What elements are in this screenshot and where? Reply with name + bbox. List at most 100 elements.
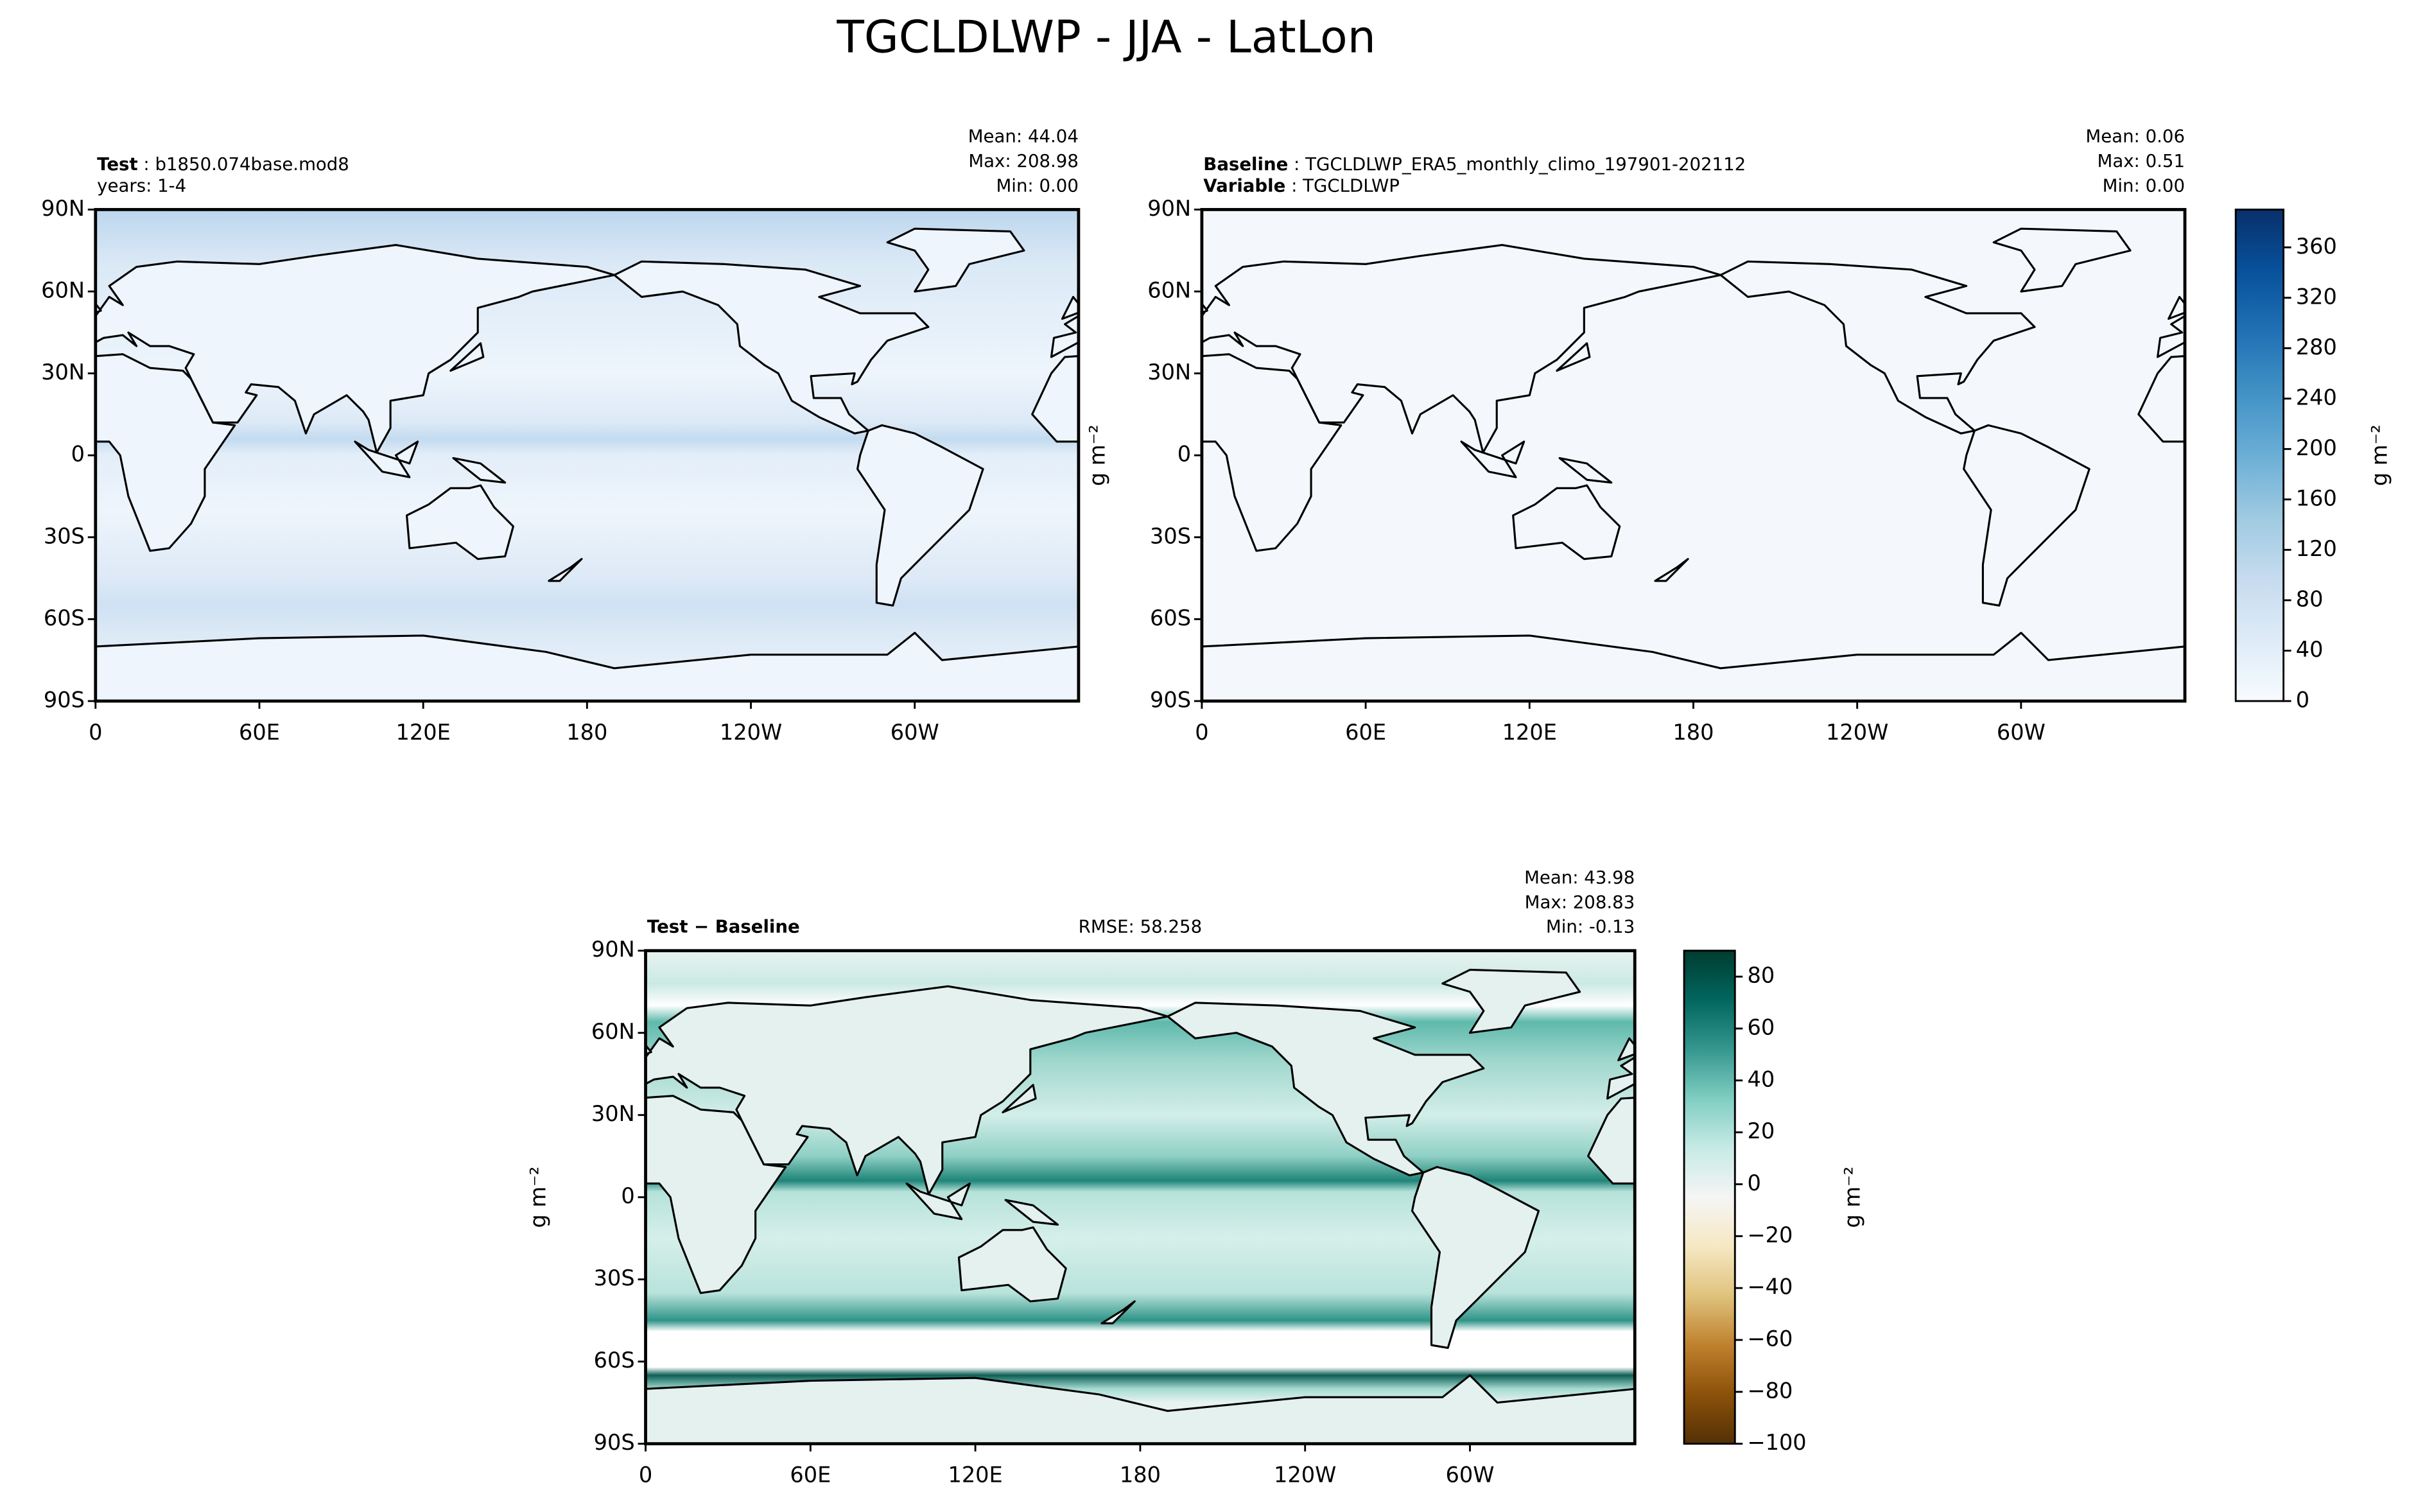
coastline bbox=[95, 244, 616, 454]
coastline bbox=[1201, 353, 1343, 552]
coastline bbox=[1050, 314, 1079, 358]
y-tick-label: 30S bbox=[1150, 523, 1191, 548]
panel-header: years: 1-4 bbox=[97, 175, 186, 196]
y-tick-label: 90S bbox=[1150, 687, 1191, 712]
panel-stat: Min: 0.00 bbox=[996, 175, 1079, 196]
coastline bbox=[449, 342, 485, 372]
x-tick-label: 120E bbox=[1502, 720, 1557, 745]
axes-frame bbox=[94, 207, 1081, 703]
x-tick-label: 0 bbox=[639, 1463, 652, 1488]
colorbar-tick-label: 320 bbox=[2296, 284, 2337, 309]
x-tick-label: 120W bbox=[1274, 1463, 1336, 1488]
colorbar-tick-label: −100 bbox=[1747, 1430, 1806, 1455]
y-axis-label: g m⁻² bbox=[525, 1167, 550, 1228]
coastline bbox=[1411, 1166, 1540, 1349]
header-part: Test bbox=[97, 153, 137, 175]
colorbar-tick-label: −40 bbox=[1747, 1274, 1793, 1299]
coastline bbox=[354, 440, 419, 478]
colorbar-tick-label: 60 bbox=[1747, 1014, 1775, 1039]
colorbar bbox=[1683, 950, 1736, 1445]
coastline bbox=[1995, 1200, 2047, 1224]
x-tick-label: 120W bbox=[720, 720, 782, 745]
header-part: Baseline bbox=[1203, 153, 1288, 175]
coastline bbox=[645, 1095, 787, 1294]
header-part: Test − Baseline bbox=[647, 916, 800, 937]
coastline bbox=[1896, 1183, 1959, 1219]
colorbar bbox=[2234, 208, 2285, 702]
y-tick-label: 30N bbox=[591, 1101, 635, 1126]
x-tick-label: 120W bbox=[1826, 720, 1888, 745]
colorbar-tick-label: 0 bbox=[2296, 687, 2309, 712]
y-tick-label: 30N bbox=[1147, 360, 1191, 385]
x-tick-label: 60E bbox=[1345, 720, 1386, 745]
y-tick-label: 0 bbox=[621, 1183, 634, 1208]
coastline bbox=[1460, 440, 1525, 478]
x-tick-label: 180 bbox=[1673, 720, 1714, 745]
map-panel: 0 60E 120E 180 120W 60W 90S 60S 30S 0 30N 60N 90N Tes… bbox=[525, 867, 2416, 1488]
panel-rmse: RMSE: 58.258 bbox=[1079, 916, 1202, 937]
colorbar-tick-label: 360 bbox=[2296, 234, 2337, 259]
panel-stat: Min: -0.13 bbox=[1546, 916, 1635, 937]
x-tick-label: 60W bbox=[891, 720, 939, 745]
y-tick-label: 30N bbox=[41, 360, 85, 385]
panel-stat: Max: 208.98 bbox=[968, 150, 1079, 171]
colorbar-tick-label: 40 bbox=[1747, 1066, 1775, 1091]
coastline bbox=[1512, 484, 1621, 560]
coastline bbox=[1100, 1300, 1136, 1325]
x-tick-label: 120E bbox=[948, 1463, 1002, 1488]
y-tick-label: 90N bbox=[1147, 196, 1191, 221]
coastline bbox=[645, 985, 1169, 1195]
coastline bbox=[1004, 1199, 1059, 1226]
colorbar-label: g m⁻² bbox=[1840, 1167, 1865, 1228]
colorbar-tick-label: 0 bbox=[1747, 1170, 1760, 1195]
coastline bbox=[957, 1226, 1067, 1303]
header-part: years: 1-4 bbox=[97, 175, 186, 196]
header-part: : b1850.074base.mod8 bbox=[138, 153, 349, 175]
coastline bbox=[905, 1182, 971, 1221]
colorbar-tick-label: 80 bbox=[2296, 586, 2324, 611]
coastline bbox=[1441, 968, 1581, 1034]
coastline bbox=[406, 484, 514, 560]
colorbar-tick-label: 160 bbox=[2296, 485, 2337, 510]
coastline bbox=[1617, 1037, 1635, 1061]
y-tick-label: 60N bbox=[1147, 277, 1191, 302]
coastline bbox=[1948, 1228, 2055, 1301]
coastline bbox=[886, 227, 1025, 293]
coastlines bbox=[645, 968, 2416, 1444]
y-tick-label: 60N bbox=[41, 277, 85, 302]
figure-title: TGCLDLWP - JJA - LatLon bbox=[836, 11, 1375, 63]
coastline bbox=[613, 260, 930, 435]
y-tick-label: 0 bbox=[1178, 442, 1191, 467]
coastline bbox=[2091, 1301, 2124, 1323]
coastline bbox=[95, 632, 1079, 701]
coastline bbox=[1556, 342, 1591, 372]
coastline bbox=[2157, 1003, 2416, 1176]
header-part: Variable bbox=[1203, 175, 1285, 196]
map-panel: 0 60E 120E 180 120W 60W 90S 60S 30S 0 30N 60N 90N Tes… bbox=[41, 126, 1081, 745]
coastline bbox=[1002, 1084, 1037, 1114]
colorbar-tick-label: 120 bbox=[2296, 536, 2337, 561]
colorbar-tick-label: 20 bbox=[1747, 1118, 1775, 1143]
y-tick-label: 90S bbox=[44, 687, 85, 712]
coastline bbox=[1201, 632, 2186, 701]
header-part: : TGCLDLWP_ERA5_monthly_climo_197901-202… bbox=[1288, 153, 1746, 175]
y-axis-label: g m⁻² bbox=[1085, 424, 1110, 486]
coastline bbox=[2401, 1167, 2416, 1348]
map-panel: 0 60E 120E 180 120W 60W 90S 60S 30S 0 30N 60N 90N Bas… bbox=[1085, 126, 2392, 745]
colorbar-tick-label: 80 bbox=[1747, 963, 1775, 988]
y-tick-label: 60S bbox=[1150, 605, 1191, 630]
panel-header: Test − Baseline bbox=[647, 916, 800, 937]
coastline bbox=[1558, 456, 1613, 484]
coastline bbox=[548, 558, 583, 582]
y-tick-label: 90N bbox=[41, 196, 85, 221]
coastline bbox=[1963, 424, 2090, 607]
coastline bbox=[1061, 295, 1079, 320]
coastline bbox=[95, 353, 236, 552]
panel-stat: Max: 0.51 bbox=[2098, 150, 2185, 171]
y-tick-label: 90S bbox=[594, 1430, 635, 1455]
coastline bbox=[1031, 355, 1079, 443]
x-tick-label: 180 bbox=[566, 720, 607, 745]
coastline bbox=[856, 424, 984, 607]
